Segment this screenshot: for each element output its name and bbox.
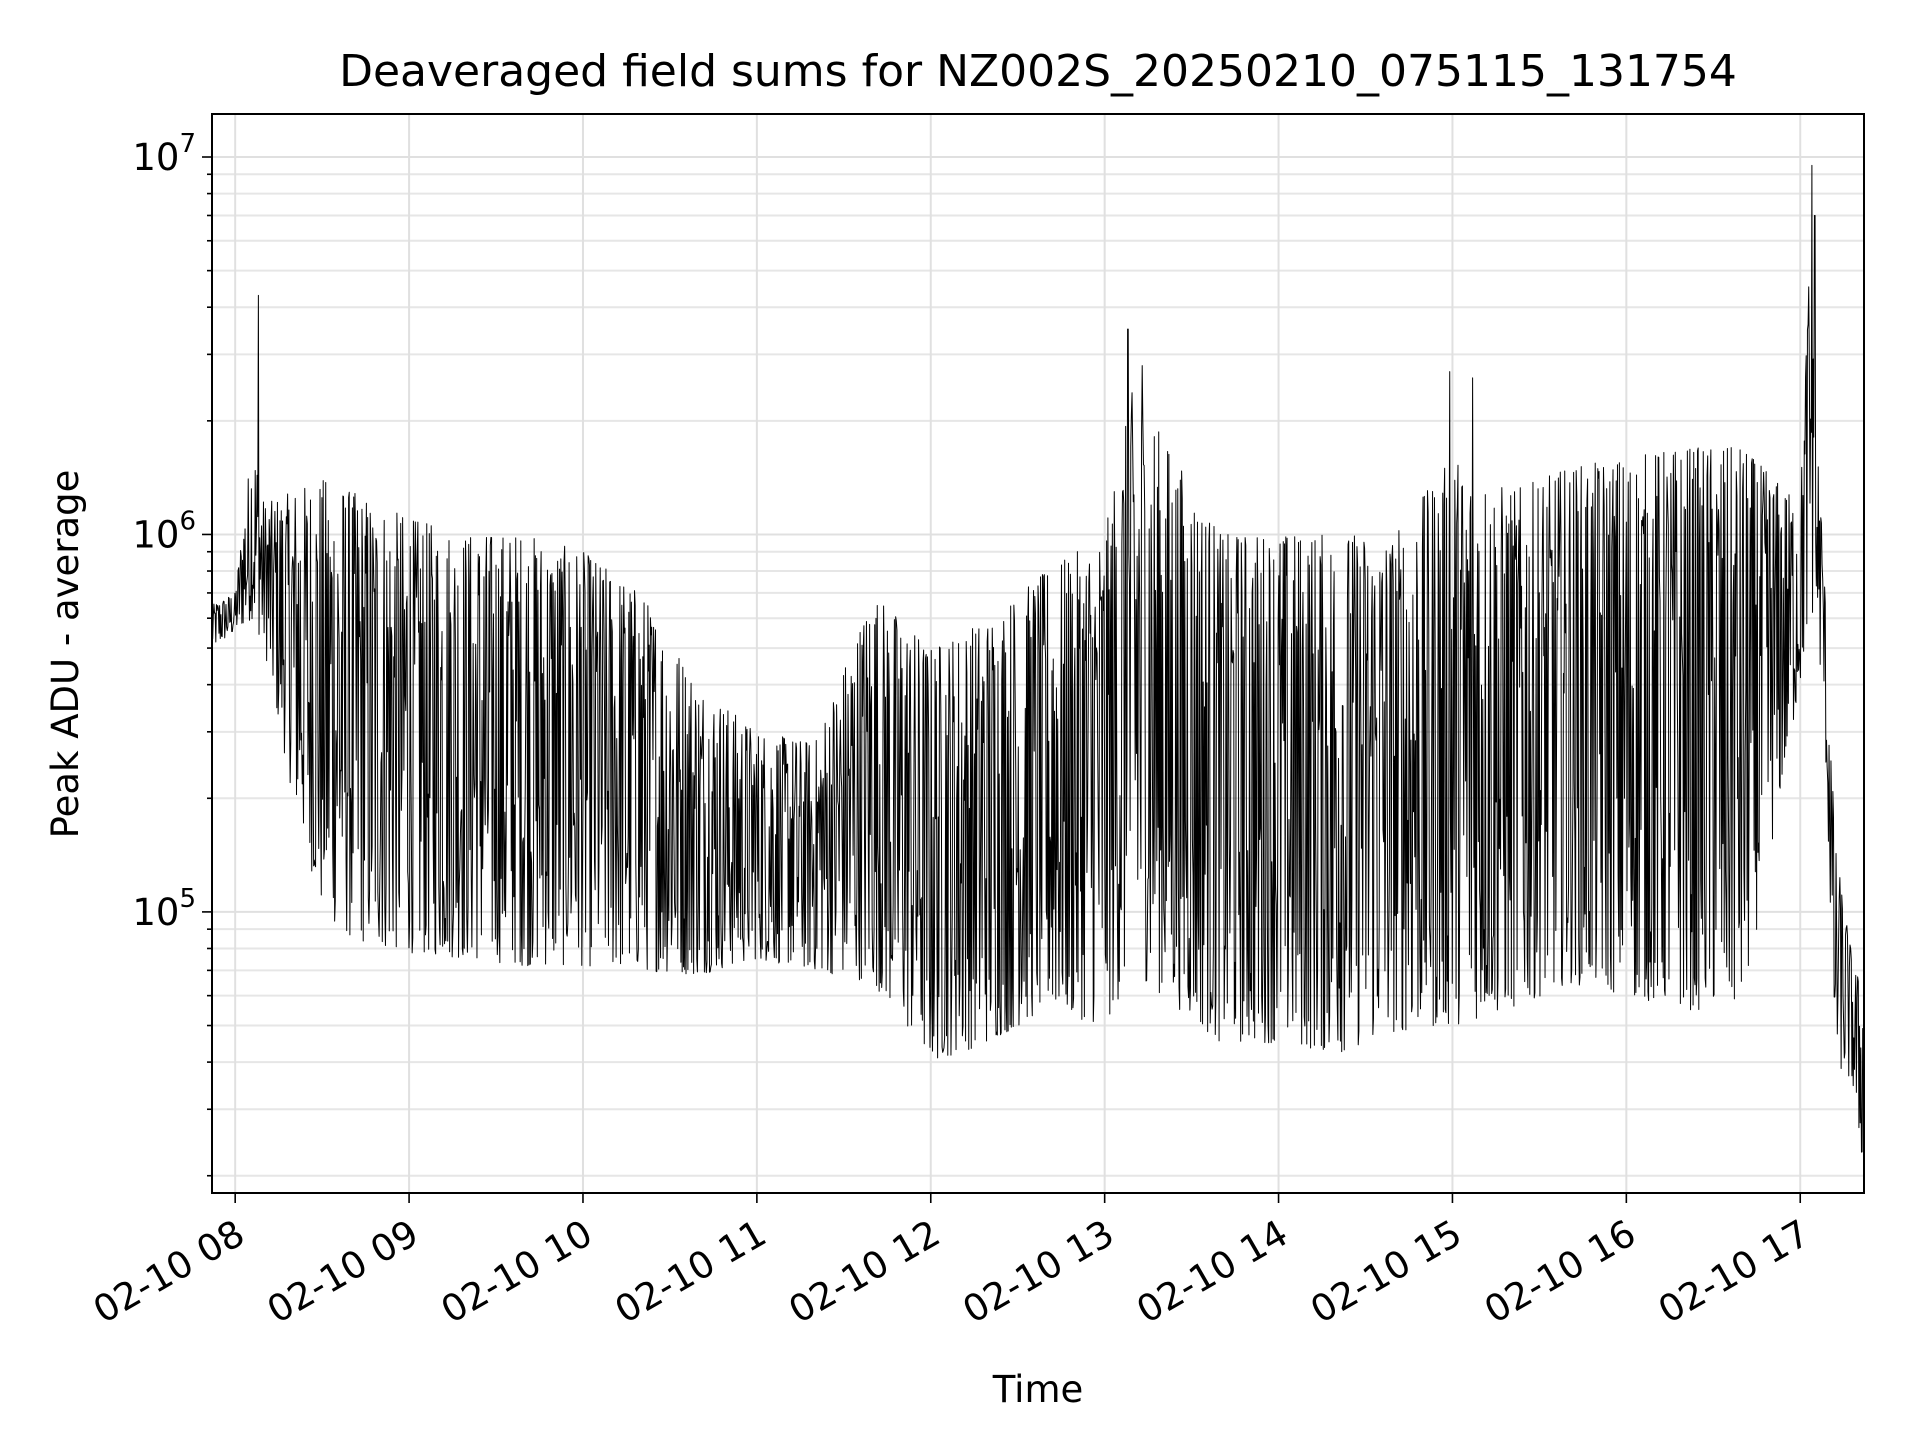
y-tick-exponent: 7 (179, 129, 196, 159)
series-line (211, 164, 1865, 1153)
y-tick-base: 10 (132, 891, 179, 934)
y-tick-label: 105 (132, 884, 196, 934)
plot-frame (211, 113, 1865, 1194)
y-tick-exponent: 5 (179, 884, 196, 914)
x-axis-label: Time (992, 1368, 1084, 1411)
y-tick-label: 106 (132, 506, 196, 556)
axis-ticks (202, 156, 1802, 1203)
y-tick-base: 10 (132, 136, 179, 179)
series-layer (211, 164, 1865, 1153)
y-tick-label: 107 (132, 129, 196, 179)
y-tick-base: 10 (132, 513, 179, 556)
chart-title: Deaveraged field sums for NZ002S_2025021… (339, 46, 1737, 97)
y-axis-label: Peak ADU - average (44, 470, 87, 839)
y-tick-exponent: 6 (179, 506, 196, 536)
